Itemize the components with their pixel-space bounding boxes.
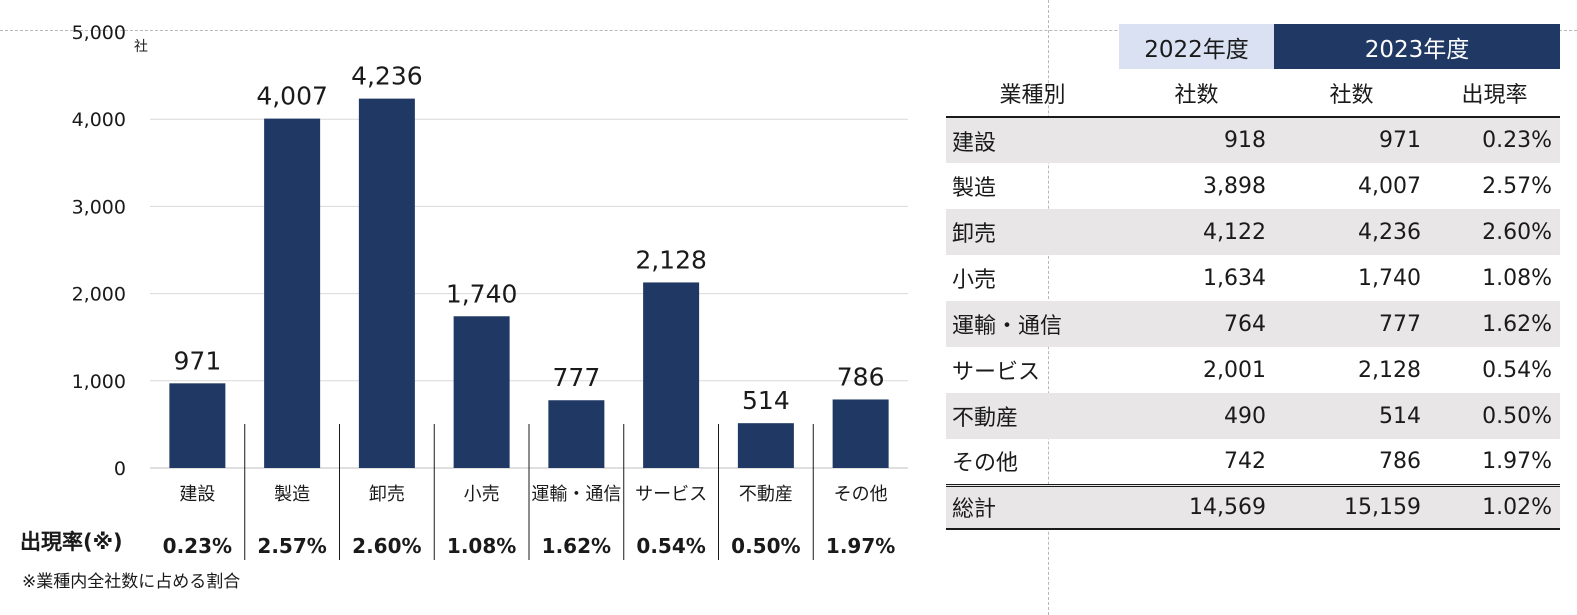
cell-count-2022: 764 [1119,301,1274,347]
table-row: 不動産 490 514 0.50% [946,393,1561,439]
cell-count-2022: 918 [1119,117,1274,163]
category-label: サービス [635,484,707,505]
bar [169,383,226,468]
category-label: 運輸・通信 [531,484,621,505]
y-tick-label: 5,000 [72,22,126,44]
header-industry: 業種別 [946,69,1119,118]
table-row: 小売 1,634 1,740 1.08% [946,255,1560,301]
cell-count-2023: 786 [1379,448,1421,474]
cell-rate: 2.60% [1429,209,1561,255]
rate-value: 1.62% [542,534,611,558]
bar-value-label: 2,128 [635,245,707,274]
table-row: 卸売 4,122 4,236 2.60% [946,209,1561,255]
bar-value-label: 4,236 [351,62,423,91]
table-row: 建設 918 971 0.23% [946,117,1561,163]
cell-industry: 不動産 [946,393,1119,439]
cell-count-2023: 514 [1274,393,1429,439]
y-tick-label: 2,000 [72,284,126,306]
cell-count-2022: 4,122 [1119,209,1274,255]
table-row: サービス 2,001 2,128 0.54% [946,347,1560,393]
category-label: 卸売 [369,484,405,505]
y-tick-label: 0 [114,458,126,480]
footnote: ※業種内全社数に占める割合 [22,572,240,592]
table-row: 製造 3,898 4,007 2.57% [946,163,1560,209]
cell-count-2022: 742 [1224,448,1266,474]
cell-rate: 1.08% [1482,265,1553,291]
total-cell-rate: 1.02% [1429,483,1561,530]
cell-rate: 1.62% [1429,301,1561,347]
year-header-row: 2022年度 2023年度 [946,24,1561,69]
bar [264,118,321,468]
cell-industry: 運輸・通信 [946,301,1119,347]
table-total-row: 総計 14,569 15,159 1.02% [946,483,1561,530]
bar-value-label: 971 [174,346,222,375]
cell-industry: 建設 [946,117,1119,163]
y-tick-label: 3,000 [72,196,126,218]
total-cell-industry: 総計 [946,483,1119,530]
rate-value: 2.57% [257,534,326,558]
total-cell-count-2023: 15,159 [1274,483,1429,530]
bar-value-label: 1,740 [446,279,518,308]
bar-value-label: 786 [837,362,885,391]
category-label: 小売 [464,484,500,505]
cell-count-2022: 3,898 [1203,173,1266,199]
bar-value-label: 4,007 [256,82,328,111]
bar-value-label: 514 [742,386,790,415]
cell-count-2023: 4,236 [1274,209,1429,255]
cell-count-2023: 777 [1274,301,1429,347]
rate-value: 1.97% [826,534,895,558]
cell-rate: 2.57% [1482,173,1553,199]
category-label: その他 [834,484,888,505]
cell-rate: 0.23% [1429,117,1561,163]
y-unit-label: 社 [134,39,148,55]
rate-heading: 出現率(※) [20,530,123,554]
cell-industry: サービス [952,360,1041,385]
summary-table: 2022年度 2023年度 業種別 社数 社数 出現率 建設 918 971 0.23… [946,24,1561,530]
bar-chart: 0 1,000 2,000 3,000 4,000 5,000 社 971 建設 0.23% 4,0… [20,22,908,592]
category-label: 建設 [179,484,215,505]
cell-count-2023: 2,128 [1358,357,1421,383]
cell-industry: 製造 [952,176,997,201]
cell-industry: その他 [952,451,1019,477]
rate-value: 0.50% [731,534,800,558]
cell-count-2022: 2,001 [1203,357,1266,383]
rate-value: 1.08% [447,534,516,558]
cell-count-2023: 971 [1274,117,1429,163]
year-2022-header: 2022年度 [1119,24,1274,69]
y-tick-label: 4,000 [72,109,126,131]
category-label: 製造 [274,484,310,505]
rate-value: 0.54% [636,534,705,558]
bar [643,282,700,468]
cell-count-2023: 1,740 [1358,265,1421,291]
cell-rate: 0.54% [1482,357,1553,383]
category-label: 不動産 [739,484,793,505]
header-rate: 出現率 [1429,69,1561,118]
bar [832,399,889,468]
bar [737,423,794,468]
cell-count-2022: 490 [1119,393,1274,439]
cell-count-2022: 1,634 [1203,265,1266,291]
column-header-row: 業種別 社数 社数 出現率 [946,69,1561,118]
header-count-2022: 社数 [1119,69,1274,118]
cell-count-2023: 4,007 [1358,173,1421,199]
table-row: その他 742 786 1.97% [946,439,1560,485]
y-tick-label: 1,000 [72,371,126,393]
total-cell-count-2022: 14,569 [1119,483,1274,530]
bar [548,400,605,468]
cell-rate: 1.97% [1482,448,1553,474]
rate-value: 0.23% [163,534,232,558]
header-count-2023: 社数 [1274,69,1429,118]
guide-line-horizontal [0,30,1577,31]
bar [358,98,415,469]
year-header-blank [946,24,1119,69]
cell-industry: 卸売 [946,209,1119,255]
bar [453,316,510,468]
table-row: 運輸・通信 764 777 1.62% [946,301,1561,347]
rate-value: 2.60% [352,534,421,558]
year-2023-header: 2023年度 [1274,24,1561,69]
cell-industry: 小売 [952,268,997,293]
cell-rate: 0.50% [1429,393,1561,439]
bar-value-label: 777 [553,363,601,392]
